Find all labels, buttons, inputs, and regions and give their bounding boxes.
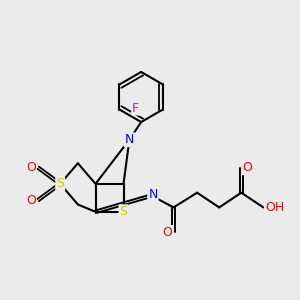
Text: S: S xyxy=(119,205,128,218)
Text: O: O xyxy=(26,194,36,207)
Text: S: S xyxy=(56,177,64,190)
Text: O: O xyxy=(26,161,36,174)
Text: OH: OH xyxy=(265,201,284,214)
Text: F: F xyxy=(132,101,139,115)
Text: O: O xyxy=(242,161,252,174)
Text: N: N xyxy=(125,133,134,146)
Text: N: N xyxy=(148,188,158,201)
Text: O: O xyxy=(163,226,172,239)
